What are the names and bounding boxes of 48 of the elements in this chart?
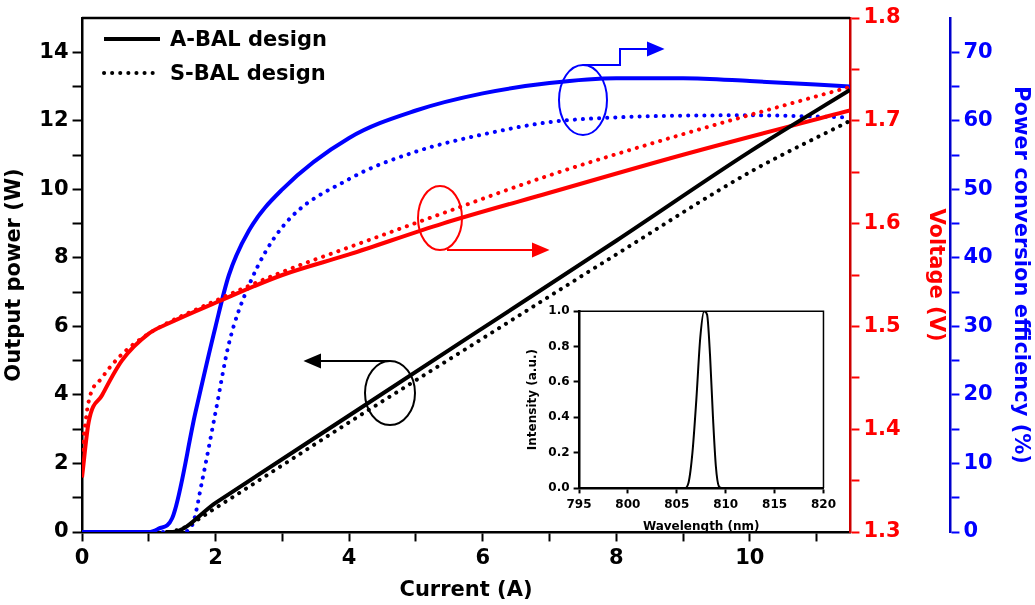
- x-tick-label: 815: [762, 496, 788, 511]
- y2-tick-label: 1.6: [863, 210, 901, 235]
- y-tick-label: 4: [53, 381, 69, 406]
- y3-tick-label: 20: [963, 381, 993, 406]
- x-tick-label: 810: [713, 496, 739, 511]
- y2-tick-label: 1.7: [863, 107, 901, 132]
- y-tick-label: 0.4: [548, 409, 570, 424]
- y2-tick-label: 1.5: [863, 312, 901, 337]
- legend-label: A-BAL design: [170, 27, 327, 51]
- y3-tick-label: 0: [963, 518, 979, 543]
- y2-tick-label: 1.4: [863, 415, 901, 440]
- y-tick-label: 0.0: [548, 480, 570, 495]
- x-tick-label: 10: [735, 544, 765, 569]
- y3-tick-label: 10: [963, 449, 993, 474]
- y-tick-label: 14: [39, 38, 69, 63]
- x-tick-label: 8: [608, 544, 624, 569]
- x-tick-label: 6: [475, 544, 491, 569]
- y-tick-label: 0.2: [548, 444, 570, 459]
- x-tick-label: 2: [208, 544, 223, 569]
- y-tick-label: 6: [53, 312, 69, 337]
- x-tick-label: 795: [566, 496, 592, 511]
- x-axis-title: Wavelength (nm): [642, 518, 760, 533]
- y3-tick-label: 50: [963, 175, 993, 200]
- y-tick-label: 2: [53, 449, 69, 474]
- y-tick-label: 0.6: [548, 374, 570, 389]
- y-tick-label: 0.8: [548, 338, 570, 353]
- legend-label: S-BAL design: [170, 61, 326, 85]
- y-axis-title: Intensity (a.u.): [525, 349, 540, 451]
- y2-tick-label: 1.3: [863, 518, 901, 543]
- y-axis-title: Output power (W): [1, 168, 26, 382]
- y3-tick-label: 70: [963, 38, 993, 63]
- y3-tick-label: 60: [963, 107, 993, 132]
- x-tick-label: 805: [664, 496, 690, 511]
- x-axis-title: Current (A): [399, 576, 533, 601]
- y-tick-label: 12: [39, 107, 69, 132]
- y2-axis-title: Voltage (V): [924, 208, 949, 342]
- y-tick-label: 0: [53, 518, 69, 543]
- x-tick-label: 820: [810, 496, 837, 511]
- y2-tick-label: 1.8: [863, 4, 901, 29]
- y3-tick-label: 40: [963, 244, 993, 269]
- x-tick-label: 4: [341, 544, 357, 569]
- x-tick-label: 800: [615, 496, 641, 511]
- y-tick-label: 8: [53, 244, 69, 269]
- y3-tick-label: 30: [963, 312, 993, 337]
- y-tick-label: 10: [39, 175, 69, 200]
- y-tick-label: 1.0: [548, 303, 570, 318]
- x-tick-label: 0: [74, 544, 90, 569]
- y3-axis-title: Power conversion efficiency (%): [1009, 86, 1034, 464]
